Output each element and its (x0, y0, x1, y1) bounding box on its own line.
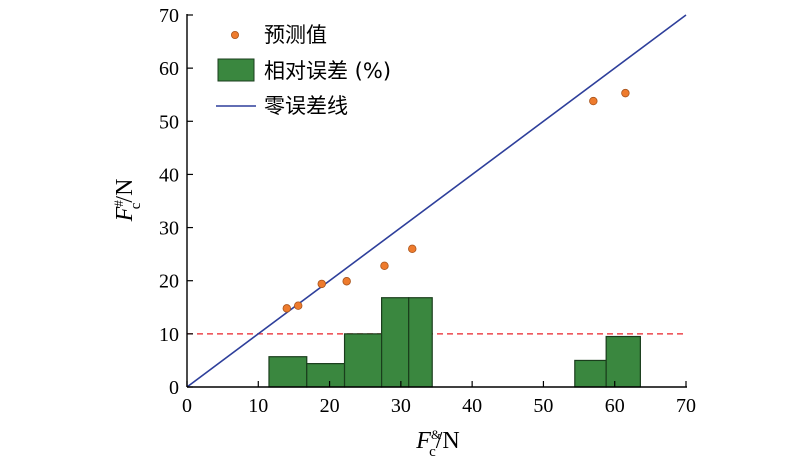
y-tick-label-0: 0 (169, 377, 179, 399)
x-tick-label-5: 50 (533, 395, 553, 417)
legend-rect-marker (217, 58, 255, 82)
error-bar-4 (408, 297, 433, 388)
x-tick-label-4: 40 (462, 395, 482, 417)
prediction-point-7 (621, 88, 630, 98)
legend-label-relative-error: 相对误差 (%) (264, 59, 391, 83)
y-tick-label-7: 70 (159, 5, 179, 27)
x-axis-title: F& c/N (415, 427, 459, 460)
y-tick-label-1: 10 (159, 324, 179, 346)
legend-label-prediction: 预测值 (264, 23, 327, 47)
prediction-point-2 (317, 279, 326, 289)
error-bar-2 (343, 333, 383, 388)
prediction-point-0 (282, 304, 291, 313)
zero-error-line (186, 14, 687, 388)
y-axis-title: F# c/N (111, 179, 144, 223)
prediction-point-5 (408, 244, 417, 254)
y-tick-label-3: 30 (159, 218, 179, 240)
legend: 预测值 相对误差 (%) 零误差线 (216, 23, 391, 118)
error-bars (268, 297, 641, 388)
x-tick-label-3: 30 (391, 395, 411, 417)
y-tick-label-6: 60 (159, 58, 179, 80)
error-bar-3 (381, 297, 410, 388)
y-tick-label-4: 40 (159, 164, 179, 186)
tick-labels: 0 10 20 30 40 50 60 70 0 10 20 30 40 50 60 70 (159, 5, 696, 417)
prediction-points (282, 88, 630, 313)
prediction-point-1 (294, 301, 303, 310)
axes (186, 14, 687, 388)
x-tick-label-6: 60 (605, 395, 625, 417)
x-tick-label-7: 70 (676, 395, 696, 417)
prediction-point-4 (380, 261, 389, 271)
error-bar-0 (268, 356, 308, 388)
y-tick-label-5: 50 (159, 111, 179, 133)
x-tick-label-0: 0 (182, 395, 192, 417)
legend-label-zero-error: 零误差线 (264, 94, 348, 118)
y-tick-label-2: 20 (159, 271, 179, 293)
zero-error-line-path (186, 14, 687, 388)
prediction-point-6 (589, 96, 598, 106)
error-bar-5 (574, 359, 607, 388)
legend-dot-marker (230, 30, 239, 39)
x-tick-label-2: 20 (320, 395, 340, 417)
error-bar-6 (605, 335, 641, 388)
prediction-point-3 (342, 277, 351, 286)
x-tick-label-1: 10 (248, 395, 268, 417)
error-bar-1 (306, 363, 346, 388)
